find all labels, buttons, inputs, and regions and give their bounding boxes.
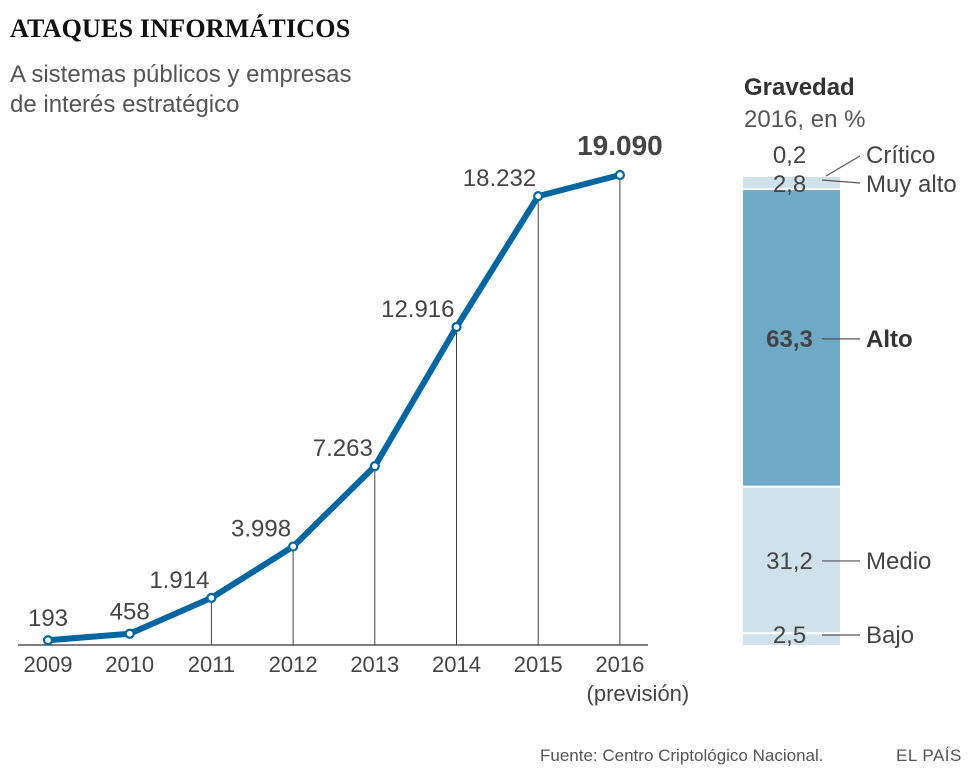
severity-value-3: 31,2 [766,548,813,575]
data-label-2011: 1.914 [149,567,209,594]
severity-name-2: Alto [866,326,913,353]
data-label-2016: 19.090 [577,130,663,161]
x-tick-2013: 2013 [350,652,399,677]
data-point-2013 [369,461,380,472]
brand-logo: EL PAÍS [896,746,962,765]
data-point-2015 [533,191,544,202]
data-label-2015: 18.232 [463,165,536,192]
data-label-2014: 12.916 [381,296,454,323]
x-tick-2015: 2015 [514,652,563,677]
data-point-2016 [614,169,626,181]
data-point-2009 [42,635,54,646]
severity-name-0: Crítico [866,142,935,169]
severity-value-4: 2,5 [773,622,806,649]
data-point-2010 [124,628,135,639]
severity-name-3: Medio [866,548,931,575]
severity-subtitle: 2016, en % [744,106,866,133]
severity-value-1: 2,8 [773,171,806,198]
x-tick-2009: 2009 [24,652,73,677]
severity-bar-3 [743,486,840,634]
series-line [45,172,623,644]
severity-value-2: 63,3 [766,326,813,353]
x-tick-2010: 2010 [105,652,154,677]
data-label-2009: 193 [28,605,68,632]
x-tick-2011: 2011 [188,652,235,677]
severity-bar-2 [743,189,840,487]
severity-name-4: Bajo [866,622,914,649]
severity-name-1: Muy alto [866,171,957,198]
x-tick-2012: 2012 [269,652,318,677]
severity-leader-1 [821,179,861,184]
data-label-2010: 458 [110,599,150,626]
data-label-2012: 3.998 [231,516,291,543]
severity-bar-4 [743,633,840,645]
chart-subtitle: A sistemas públicos y empresas de interé… [10,60,351,120]
line-chart: 193 458 1.914 3.998 7.263 12.916 18.232 19.090 2… [18,130,689,706]
x-tick-2014: 2014 [432,652,481,677]
data-label-2013: 7.263 [313,435,373,462]
severity-title: Gravedad [744,74,855,101]
data-point-2014 [451,321,462,333]
source-note: Fuente: Centro Criptológico Nacional. [540,746,824,765]
x-tick-2016: 2016 [595,652,644,677]
severity-leader-0 [825,155,861,177]
severity-stacked-bar: 0,2 Crítico 2,8 Muy alto 63,3 Alto 31,2 Medio 2,… [743,142,957,649]
chart-title: ATAQUES INFORMÁTICOS [10,14,351,43]
data-point-2011 [206,592,217,603]
severity-bar-1 [743,175,840,190]
severity-value-0: 0,2 [773,142,806,169]
data-point-2012 [288,541,299,552]
x-tick-note-2016: (previsión) [587,681,690,706]
subtitle-line-2: de interés estratégico [10,91,240,118]
subtitle-line-1: A sistemas públicos y empresas [10,61,352,88]
